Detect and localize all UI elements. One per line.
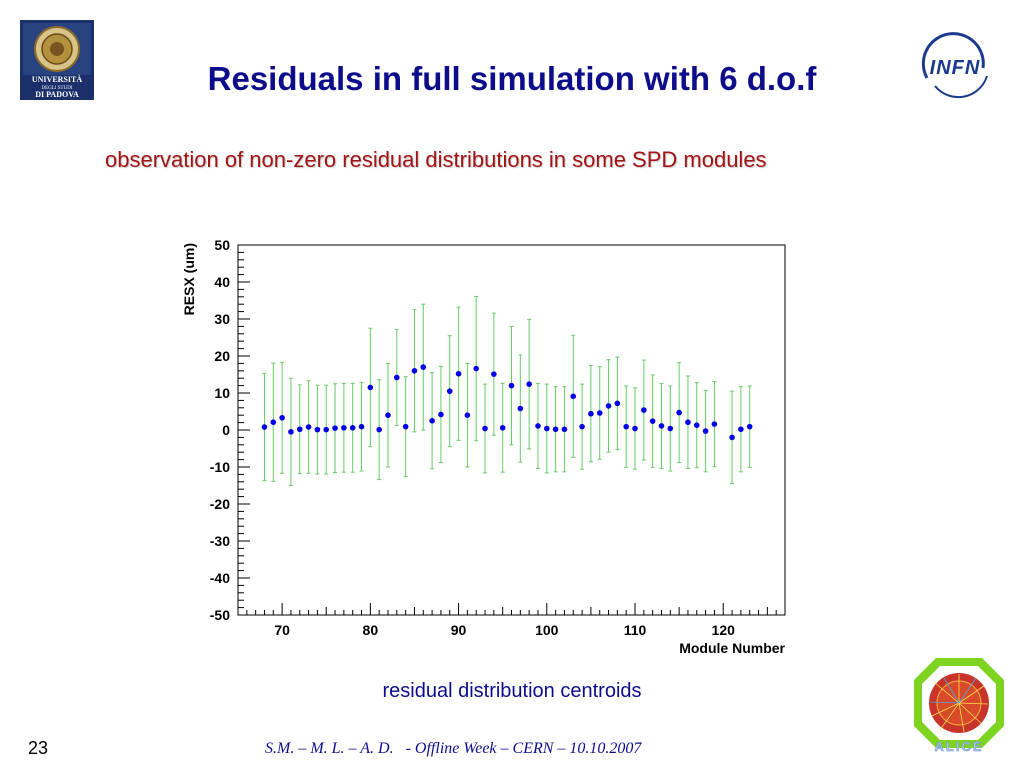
y-tick-label: -20 — [210, 496, 230, 512]
data-point — [517, 405, 524, 412]
infn-logo-text: INFN — [930, 57, 981, 79]
data-point — [552, 426, 559, 433]
alice-logo-text: ALICE — [935, 739, 984, 752]
data-point — [570, 393, 577, 400]
residuals-scatter-chart: -50 -40 -30 -20 -10 0 10 20 30 40 50 70 80 90 100 110 12… — [181, 237, 786, 656]
data-point — [632, 425, 638, 432]
y-tick-label: -30 — [210, 533, 230, 549]
slide-subtitle: observation of non-zero residual distrib… — [105, 147, 767, 172]
data-point — [482, 425, 488, 432]
page-number: 23 — [28, 738, 49, 758]
x-tick-label: 80 — [363, 622, 379, 638]
x-tick-label: 70 — [274, 622, 290, 638]
y-tick-label: 40 — [214, 274, 230, 290]
data-point — [376, 426, 382, 433]
data-point — [420, 364, 427, 370]
data-point — [385, 412, 391, 418]
data-point — [596, 410, 603, 416]
data-point — [667, 425, 674, 432]
infn-logo: INFN — [921, 32, 988, 99]
y-tick-label: -50 — [210, 607, 230, 623]
slide-title: Residuals in full simulation with 6 d.o.… — [207, 60, 817, 97]
data-point — [367, 384, 374, 391]
data-point — [455, 370, 462, 377]
data-point — [623, 423, 629, 430]
x-tick-label: 110 — [624, 622, 647, 638]
data-point — [261, 424, 268, 430]
data-point — [473, 365, 480, 372]
data-point — [641, 407, 647, 413]
data-point — [314, 426, 321, 433]
data-point — [279, 414, 285, 421]
data-point — [438, 411, 444, 418]
chart-caption: residual distribution centroids — [382, 680, 642, 702]
data-point — [746, 423, 753, 430]
data-point — [508, 382, 515, 389]
data-point — [605, 403, 612, 409]
padova-logo-line1: UNIVERSITÀ — [32, 74, 82, 84]
data-point — [323, 426, 330, 433]
y-tick-label: 50 — [214, 237, 230, 253]
data-point — [543, 425, 550, 432]
x-tick-label: 90 — [451, 622, 467, 638]
y-tick-label: 30 — [214, 311, 230, 327]
data-point — [588, 410, 594, 417]
data-point — [394, 374, 400, 381]
data-point — [305, 424, 312, 430]
y-axis-label: RESX (um) — [181, 243, 197, 315]
data-point — [402, 423, 409, 430]
footer-text: S.M. – M. L. – A. D. - Offline Week – CE… — [265, 740, 642, 757]
data-point — [658, 423, 665, 429]
x-axis-label: Module Number — [679, 640, 785, 656]
data-point — [332, 425, 338, 431]
data-point — [296, 426, 303, 433]
data-point — [676, 409, 682, 416]
data-point — [349, 424, 356, 431]
data-point — [464, 412, 471, 418]
data-point — [499, 424, 506, 431]
y-tick-label: -40 — [210, 570, 230, 586]
data-point — [288, 429, 294, 435]
universita-padova-logo: UNIVERSITÀ DEGLI STUDI DI PADOVA — [20, 20, 94, 100]
data-point — [270, 419, 277, 426]
data-point — [358, 423, 365, 430]
y-tick-label: 20 — [214, 348, 230, 364]
data-point — [561, 426, 568, 433]
data-point — [535, 423, 541, 429]
data-point — [729, 434, 735, 441]
chart-axes: -50 -40 -30 -20 -10 0 10 20 30 40 50 70 80 90 100 110 12… — [210, 237, 786, 638]
data-point — [491, 371, 497, 377]
data-point — [649, 418, 656, 424]
data-point — [446, 388, 453, 394]
data-point — [411, 368, 418, 374]
y-tick-label: -10 — [210, 459, 230, 475]
x-tick-label: 100 — [535, 622, 559, 638]
data-point — [614, 400, 621, 407]
data-points — [261, 364, 753, 441]
padova-logo-line2: DEGLI STUDI — [42, 86, 73, 91]
data-point — [685, 419, 691, 426]
y-tick-label: 0 — [222, 422, 230, 438]
data-point — [341, 424, 347, 431]
data-point — [693, 422, 700, 428]
x-tick-label: 120 — [712, 622, 736, 638]
data-point — [702, 428, 709, 434]
data-point — [738, 426, 744, 433]
y-tick-label: 10 — [214, 385, 230, 401]
alice-logo: ALICE — [914, 658, 1004, 752]
padova-logo-line3: DI PADOVA — [35, 90, 79, 99]
error-bars — [262, 295, 752, 486]
data-point — [429, 417, 435, 424]
data-point — [526, 381, 532, 387]
data-point — [579, 423, 585, 430]
data-point — [711, 421, 718, 427]
